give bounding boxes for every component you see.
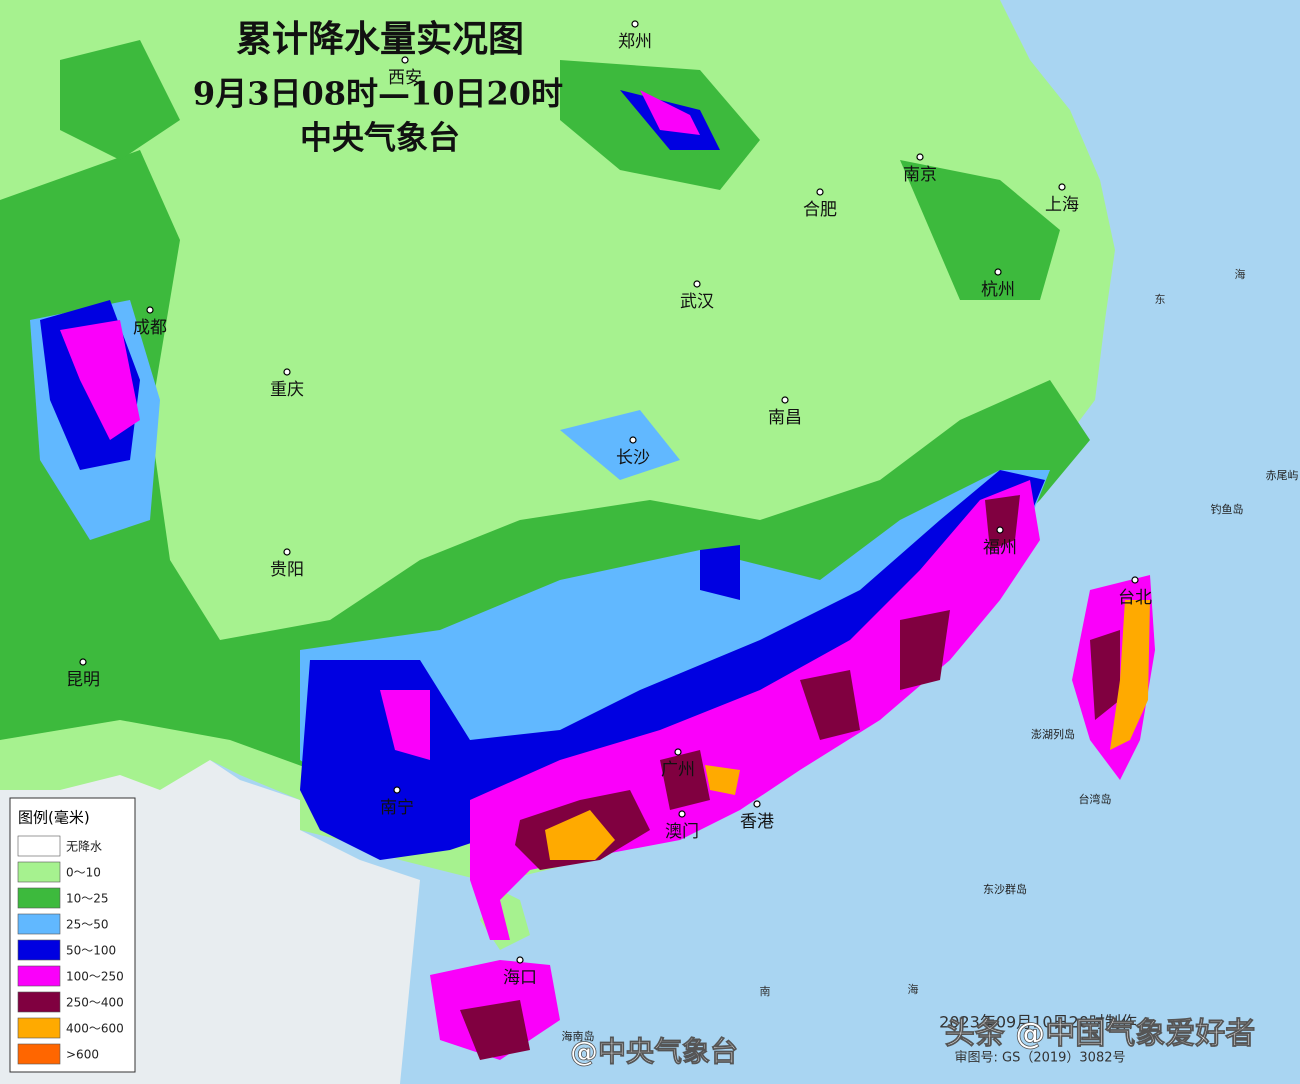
legend-swatch bbox=[17, 965, 61, 987]
city-dot bbox=[629, 436, 637, 444]
city-dot bbox=[516, 956, 524, 964]
legend-label: 100～250 bbox=[66, 970, 124, 984]
city-label: 昆明 bbox=[66, 670, 100, 690]
place-label: 东沙群岛 bbox=[983, 882, 1027, 896]
city-label: 福州 bbox=[983, 538, 1017, 558]
city-label: 香港 bbox=[740, 812, 774, 832]
city-label: 南宁 bbox=[380, 798, 414, 818]
city-label: 海口 bbox=[503, 968, 537, 988]
sea-label: 东 bbox=[1155, 293, 1166, 306]
city-dot bbox=[283, 548, 291, 556]
legend-swatch bbox=[17, 991, 61, 1013]
legend-swatch bbox=[17, 913, 61, 935]
rain-400-600 bbox=[545, 600, 1150, 860]
city-label: 西安 bbox=[388, 68, 422, 88]
city-dot bbox=[996, 526, 1004, 534]
legend-title: 图例(毫米) bbox=[18, 809, 90, 827]
legend-label: 25～50 bbox=[66, 918, 109, 932]
sea-label: 海 bbox=[1235, 267, 1246, 281]
city-label: 成都 bbox=[133, 318, 167, 338]
legend-label: >600 bbox=[66, 1048, 99, 1062]
city-dot bbox=[994, 268, 1002, 276]
made-time: 2023年09月10日20时制作 bbox=[939, 1013, 1137, 1032]
city-dot bbox=[678, 810, 686, 818]
city-label: 南昌 bbox=[768, 408, 802, 428]
place-label: 赤尾屿 bbox=[1266, 469, 1299, 482]
city-label: 台北 bbox=[1118, 588, 1152, 608]
city-label: 杭州 bbox=[981, 280, 1015, 300]
title-period: 9月3日08时—10日20时 bbox=[193, 75, 563, 113]
legend-swatch bbox=[17, 835, 61, 857]
city-label: 上海 bbox=[1045, 195, 1079, 215]
legend-swatch bbox=[17, 939, 61, 961]
legend-swatch bbox=[17, 1017, 61, 1039]
legend-swatch bbox=[17, 887, 61, 909]
city-dot bbox=[816, 188, 824, 196]
city-dot bbox=[674, 748, 682, 756]
city-dot bbox=[393, 786, 401, 794]
title-agency: 中央气象台 bbox=[300, 119, 460, 157]
legend-swatch bbox=[17, 861, 61, 883]
review-number: 审图号: GS（2019）3082号 bbox=[954, 1051, 1125, 1066]
place-label: 钓鱼岛 bbox=[1211, 502, 1244, 516]
city-label: 武汉 bbox=[680, 292, 714, 312]
sea-label: 南 bbox=[760, 985, 771, 998]
legend-label: 无降水 bbox=[66, 840, 102, 854]
place-label: 台湾岛 bbox=[1079, 792, 1112, 806]
watermark-toutiao: 头条 @中国气象爱好者 bbox=[945, 1017, 1255, 1052]
place-label: 海南岛 bbox=[562, 1029, 595, 1043]
city-dot bbox=[283, 368, 291, 376]
city-dot bbox=[79, 658, 87, 666]
city-dot bbox=[781, 396, 789, 404]
city-label: 郑州 bbox=[618, 32, 652, 52]
place-label: 澎湖列岛 bbox=[1031, 727, 1075, 741]
city-label: 广州 bbox=[661, 760, 695, 780]
legend-swatch bbox=[17, 1043, 61, 1065]
city-label: 澳门 bbox=[665, 822, 699, 842]
legend-label: 50～100 bbox=[66, 944, 116, 958]
city-dot bbox=[1131, 576, 1139, 584]
city-label: 贵阳 bbox=[270, 560, 304, 580]
city-dot bbox=[916, 153, 924, 161]
city-dot bbox=[1058, 183, 1066, 191]
city-dot bbox=[753, 800, 761, 808]
city-label: 南京 bbox=[903, 165, 937, 185]
city-label: 重庆 bbox=[270, 380, 304, 400]
sea-label: 海 bbox=[908, 982, 919, 996]
title-main: 累计降水量实况图 bbox=[236, 18, 524, 60]
watermark-weibo: @中央气象台 bbox=[570, 1035, 738, 1068]
city-label: 合肥 bbox=[803, 200, 837, 220]
legend-label: 10～25 bbox=[66, 892, 109, 906]
legend-label: 250～400 bbox=[66, 996, 124, 1010]
legend-items: 无降水 0～10 10～25 25～50 50～100 100～250 250～400 400… bbox=[17, 835, 124, 1065]
legend-label: 400～600 bbox=[66, 1022, 124, 1036]
city-dot bbox=[631, 20, 639, 28]
city-label: 长沙 bbox=[616, 448, 650, 468]
legend-label: 0～10 bbox=[66, 866, 101, 880]
city-dot bbox=[401, 56, 409, 64]
city-dot bbox=[693, 280, 701, 288]
city-dot bbox=[146, 306, 154, 314]
